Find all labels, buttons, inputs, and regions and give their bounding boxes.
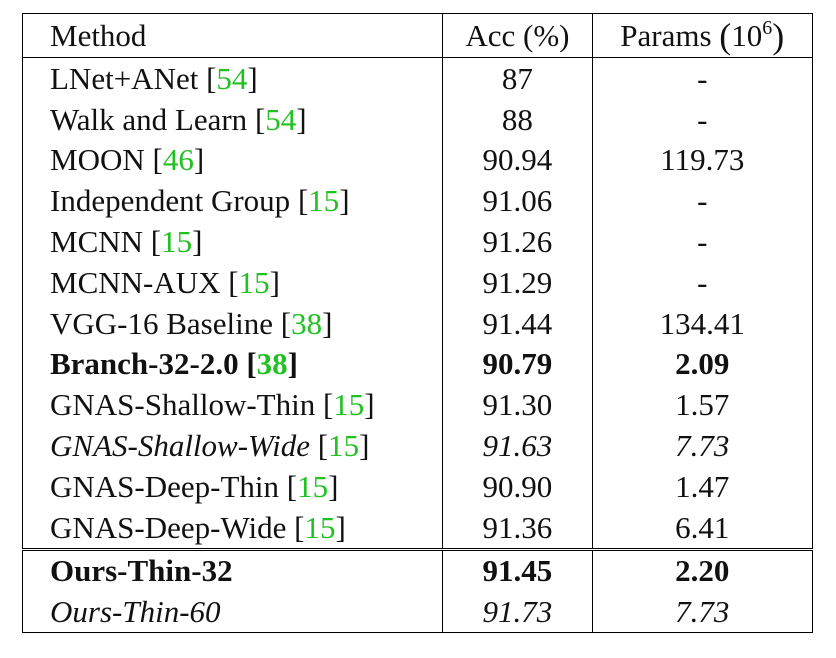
method-name: GNAS-Deep-Wide (50, 509, 287, 545)
cell-params: - (591, 221, 814, 262)
method-name: Independent Group (50, 183, 291, 219)
cell-params: 1.57 (591, 384, 814, 426)
cell-acc: 91.36 (442, 506, 593, 550)
header-row: Method Acc (%) Params (106) (21, 13, 814, 58)
cell-acc: 90.90 (442, 465, 593, 507)
citation-link[interactable]: 54 (265, 101, 297, 137)
cell-params: 7.73 (591, 425, 814, 466)
cell-method: GNAS-Deep-Thin [15] (21, 465, 444, 507)
citation-link[interactable]: 15 (308, 183, 340, 219)
table-row: VGG-16 Baseline [38] 91.44 134.41 (21, 302, 814, 344)
results-table: Method Acc (%) Params (106) LNet+ANet [5… (21, 13, 814, 634)
cell-method: Independent Group [15] (21, 180, 444, 222)
table-row: MOON [46] 90.94 119.73 (21, 139, 814, 181)
table-row: Ours-Thin-32 91.45 2.20 (21, 547, 814, 592)
cell-method: Branch-32-2.0 [38] (21, 343, 444, 385)
cell-params: 6.41 (591, 506, 814, 550)
table-row: Ours-Thin-60 91.73 7.73 (21, 591, 814, 634)
cell-method: MCNN-AUX [15] (21, 261, 444, 303)
header-params-exp: 6 (762, 17, 773, 39)
cell-params: 7.73 (591, 591, 814, 634)
cell-method: LNet+ANet [54] (21, 57, 444, 99)
citation-link[interactable]: 15 (304, 509, 336, 545)
table-row: GNAS-Shallow-Thin [15] 91.30 1.57 (21, 384, 814, 426)
cell-params: - (591, 180, 814, 222)
header-params-label: Params (620, 18, 712, 53)
cell-method: GNAS-Shallow-Thin [15] (21, 384, 444, 426)
table-row: GNAS-Shallow-Wide [15] 91.63 7.73 (21, 425, 814, 466)
cell-acc: 91.73 (442, 591, 593, 634)
citation-link[interactable]: 15 (238, 264, 270, 300)
method-name: Branch-32-2.0 (50, 346, 239, 382)
citation-link[interactable]: 54 (216, 60, 248, 96)
table-body: LNet+ANet [54] 87- Walk and Learn [54] 88- M… (21, 57, 814, 634)
citation-link[interactable]: 38 (291, 305, 323, 341)
method-name: MCNN (50, 224, 144, 260)
table-row: Independent Group [15] 91.06- (21, 180, 814, 222)
method-name: GNAS-Deep-Thin (50, 468, 280, 504)
citation-link[interactable]: 15 (333, 387, 365, 423)
citation-link[interactable]: 15 (328, 428, 360, 464)
cell-method: MCNN [15] (21, 221, 444, 262)
cell-acc: 91.30 (442, 384, 593, 426)
table-row: Walk and Learn [54] 88- (21, 98, 814, 140)
citation-link[interactable]: 15 (161, 224, 193, 260)
method-name: Ours-Thin-60 (50, 594, 221, 630)
cell-params: 134.41 (591, 302, 814, 344)
cell-acc: 90.94 (442, 139, 593, 181)
cell-params: - (591, 261, 814, 303)
method-name: GNAS-Shallow-Thin (50, 387, 316, 423)
cell-method: Ours-Thin-60 (21, 591, 444, 634)
cell-method: MOON [46] (21, 139, 444, 181)
citation-link[interactable]: 46 (162, 142, 194, 178)
header-acc: Acc (%) (442, 13, 593, 58)
cell-params: 2.20 (591, 547, 814, 592)
method-name: MOON (50, 142, 145, 178)
cell-params: 119.73 (591, 139, 814, 181)
header-params-base: 10 (731, 18, 763, 53)
cell-method: GNAS-Deep-Wide [15] (21, 506, 444, 550)
header-method: Method (21, 13, 444, 58)
cell-method: Walk and Learn [54] (21, 98, 444, 140)
table-row: LNet+ANet [54] 87- (21, 57, 814, 99)
method-name: VGG-16 Baseline (50, 305, 273, 341)
cell-acc: 88 (442, 98, 593, 140)
table-row: MCNN-AUX [15] 91.29- (21, 261, 814, 303)
cell-method: Ours-Thin-32 (21, 547, 444, 592)
table-row: GNAS-Deep-Wide [15] 91.36 6.41 (21, 506, 814, 550)
cell-method: VGG-16 Baseline [38] (21, 302, 444, 344)
header-params: Params (106) (591, 13, 814, 58)
cell-params: 2.09 (591, 343, 814, 385)
table-row: Branch-32-2.0 [38] 90.79 2.09 (21, 343, 814, 385)
cell-params: 1.47 (591, 465, 814, 507)
table-header: Method Acc (%) Params (106) (21, 13, 814, 58)
cell-acc: 91.29 (442, 261, 593, 303)
citation-link[interactable]: 38 (256, 346, 288, 382)
table-row: GNAS-Deep-Thin [15] 90.90 1.47 (21, 465, 814, 507)
cell-acc: 91.44 (442, 302, 593, 344)
cell-acc: 90.79 (442, 343, 593, 385)
cell-acc: 87 (442, 57, 593, 99)
cell-method: GNAS-Shallow-Wide [15] (21, 425, 444, 466)
cell-params: - (591, 98, 814, 140)
method-name: Walk and Learn (50, 101, 248, 137)
cell-params: - (591, 57, 814, 99)
method-name: LNet+ANet (50, 60, 199, 96)
cell-acc: 91.45 (442, 547, 593, 592)
table-row: MCNN [15] 91.26- (21, 221, 814, 262)
method-name: Ours-Thin-32 (50, 553, 233, 589)
cell-acc: 91.26 (442, 221, 593, 262)
method-name: MCNN-AUX (50, 264, 221, 300)
cell-acc: 91.06 (442, 180, 593, 222)
cell-acc: 91.63 (442, 425, 593, 466)
citation-link[interactable]: 15 (297, 468, 329, 504)
method-name: GNAS-Shallow-Wide (50, 428, 311, 464)
